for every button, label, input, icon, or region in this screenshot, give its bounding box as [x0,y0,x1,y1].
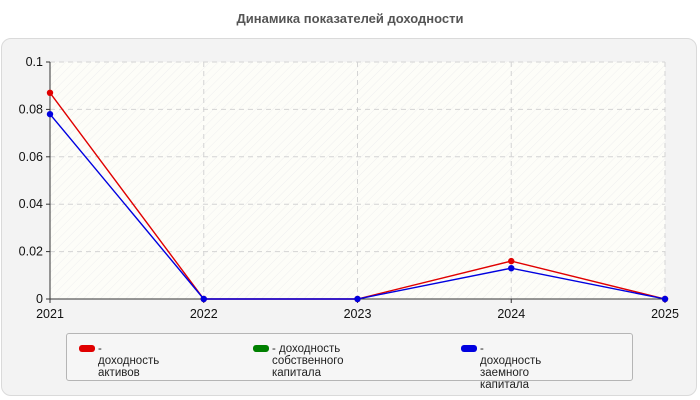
legend-swatch-borrowed [461,345,477,352]
series-point [200,295,207,303]
chart-legend: - доходность активов - доходность собств… [66,333,633,391]
y-tick-label: 0.02 [19,245,43,259]
series-point [508,264,515,272]
chart-title: Динамика показателей доходности [236,11,464,26]
y-tick-label: 0.08 [19,102,43,116]
series-layer [46,89,669,303]
series-point [354,295,361,303]
y-tick-label: 0.06 [19,150,43,164]
x-tick-label: 2021 [36,307,64,321]
legend-swatch-assets [79,345,95,352]
legend-label-assets: - доходность активов [98,343,160,379]
y-tick-label: 0 [36,292,43,306]
y-tick-label: 0.04 [19,197,43,211]
labels-layer: 0 0.02 0.04 0.06 0.08 0.1 2021 2022 2023 2024 2025 [19,55,679,321]
y-tick-label: 0.1 [26,55,43,69]
x-tick-label: 2024 [497,307,525,321]
legend-swatch-equity [253,345,269,352]
x-tick-label: 2025 [651,307,679,321]
series-point [508,257,515,265]
grid-layer [50,61,666,299]
x-tick-label: 2023 [344,307,372,321]
legend-label-equity: - доходность собственного капитала [272,343,344,379]
x-tick-label: 2022 [190,307,218,321]
series-point [46,110,54,118]
legend-label-borrowed: - доходность заемного капитала [480,343,542,391]
series-point [661,295,669,303]
series-point [46,89,54,97]
